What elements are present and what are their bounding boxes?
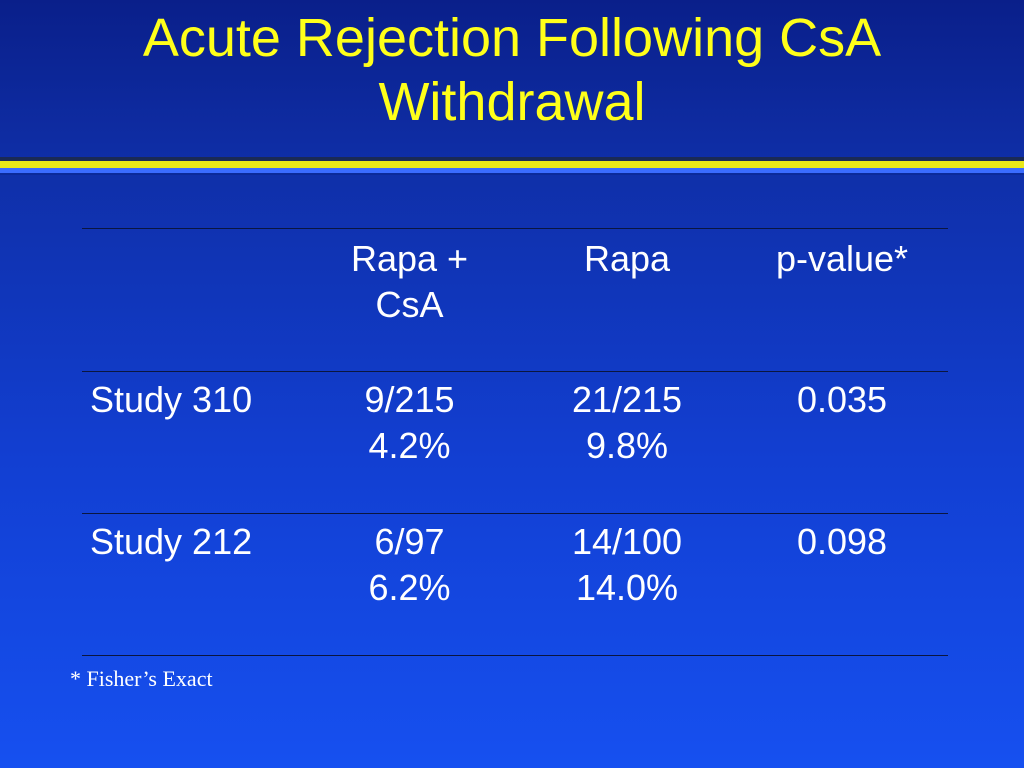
cell-percent: 9.8% <box>585 425 669 466</box>
header-rapa-csa-line-1: Rapa + <box>350 238 469 279</box>
header-rapa: Rapa <box>517 236 737 282</box>
cell-count: 6/97 <box>374 521 445 562</box>
title-divider-highlight <box>0 168 1024 173</box>
header-rapa-label: Rapa <box>583 238 671 279</box>
table-rule-header <box>82 371 948 372</box>
slide-title-line-1: Acute Rejection Following CsA <box>142 8 882 68</box>
cell-percent: 14.0% <box>575 567 679 608</box>
table-cell-p-value: 0.098 <box>796 521 888 562</box>
cell-count: 21/215 <box>571 379 683 420</box>
table-rule-top <box>82 228 948 229</box>
cell-percent: 4.2% <box>368 425 451 466</box>
table-row-label: Study 310 <box>90 379 253 420</box>
cell-percent: 6.2% <box>368 567 451 608</box>
slide-title: Acute Rejection Following CsA Withdrawal <box>0 6 1024 134</box>
table-cell-p-value: 0.035 <box>796 379 888 420</box>
header-rapa-csa: Rapa + CsA <box>302 236 517 328</box>
slide-title-line-2: Withdrawal <box>378 72 646 132</box>
header-rapa-csa-line-2: CsA <box>375 284 444 325</box>
cell-count: 14/100 <box>571 521 683 562</box>
table-row-label: Study 212 <box>90 521 253 562</box>
table-cell-rapa-csa: 6/97 6.2% <box>302 519 517 611</box>
header-p-value: p-value* <box>742 236 942 282</box>
table-cell-rapa-csa: 9/215 4.2% <box>302 377 517 469</box>
title-divider-shadow <box>0 157 1024 161</box>
footnote: * Fisher’s Exact <box>70 666 213 691</box>
header-p-value-label: p-value* <box>775 238 909 279</box>
table-cell-rapa: 14/100 14.0% <box>517 519 737 611</box>
title-divider-bottom <box>0 173 1024 175</box>
cell-count: 9/215 <box>364 379 455 420</box>
title-divider-accent <box>0 161 1024 168</box>
table-rule-row-1 <box>82 513 948 514</box>
table-rule-bottom <box>82 655 948 656</box>
table-cell-rapa: 21/215 9.8% <box>517 377 737 469</box>
